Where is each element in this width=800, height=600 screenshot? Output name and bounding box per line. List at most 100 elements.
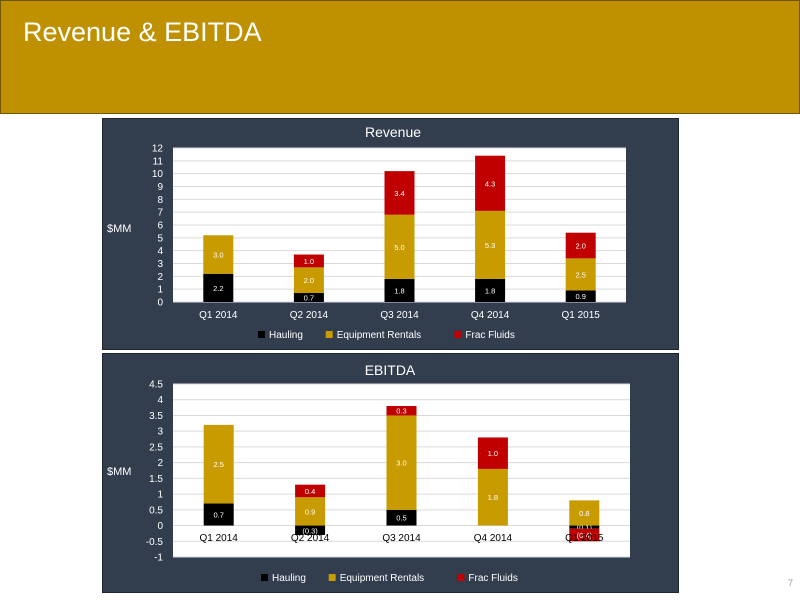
ebitda-data-label-hauling-q1-2015: (0.1) [577, 523, 593, 532]
revenue-y-tick-label: 4 [157, 246, 163, 257]
revenue-bar-frac-fluids-q3-2014 [384, 171, 415, 215]
ebitda-data-label-hauling-q1-2014: 0.7 [213, 511, 223, 520]
ebitda-data-label-frac-fluids-q2-2014: 0.4 [305, 487, 315, 496]
ebitda-bar-hauling-q1-2015 [569, 525, 600, 529]
ebitda-legend-label-hauling: Hauling [272, 573, 306, 584]
revenue-y-axis-label: $MM [107, 223, 131, 235]
revenue-legend-swatch-hauling [258, 331, 265, 338]
revenue-bar-hauling-q4-2014 [475, 278, 506, 302]
revenue-y-tick-label: 12 [152, 144, 164, 155]
revenue-y-tick-label: 1 [157, 285, 163, 296]
ebitda-bar-equipment-rentals-q2-2014 [295, 497, 326, 526]
ebitda-data-label-frac-fluids-q4-2014: 1.0 [488, 449, 498, 458]
ebitda-y-tick-label: -1 [154, 553, 163, 564]
ebitda-y-tick-label: 2 [157, 458, 163, 469]
revenue-bar-equipment-rentals-q1-2014 [203, 235, 234, 274]
ebitda-legend-label-frac-fluids: Frac Fluids [468, 573, 517, 584]
ebitda-bar-equipment-rentals-q4-2014 [477, 468, 508, 526]
page-number: 7 [788, 578, 794, 588]
revenue-bar-frac-fluids-q1-2015 [565, 232, 596, 259]
revenue-data-label-equipment-rentals-q2-2014: 2.0 [304, 276, 314, 285]
ebitda-data-label-equipment-rentals-q2-2014: 0.9 [305, 507, 315, 516]
revenue-x-tick-label: Q2 2014 [290, 310, 329, 321]
revenue-bar-hauling-q2-2014 [293, 293, 324, 302]
revenue-y-tick-label: 3 [157, 259, 163, 270]
ebitda-chart-panel: -1 -0.5 0 0.5 1 1.5 2 2.5 3 3.5 4 4.5 EBITDA $MM 0.7 2.… [102, 353, 679, 593]
ebitda-y-tick-label: 0 [157, 521, 163, 532]
revenue-data-label-equipment-rentals-q1-2015: 2.5 [575, 270, 585, 279]
revenue-data-label-equipment-rentals-q3-2014: 5.0 [394, 243, 404, 252]
ebitda-chart-title: EBITDA [365, 362, 416, 378]
revenue-x-tick-label: Q1 2014 [199, 310, 238, 321]
ebitda-data-label-equipment-rentals-q3-2014: 3.0 [396, 459, 406, 468]
ebitda-x-tick-label: Q4 2014 [474, 533, 513, 544]
ebitda-bar-hauling-q1-2014 [203, 503, 234, 526]
revenue-bar-equipment-rentals-q4-2014 [475, 210, 506, 279]
revenue-data-label-hauling-q1-2014: 2.2 [213, 284, 223, 293]
revenue-data-label-hauling-q2-2014: 0.7 [304, 294, 314, 303]
revenue-data-label-hauling-q3-2014: 1.8 [394, 286, 404, 295]
ebitda-legend-swatch-hauling [261, 574, 268, 581]
ebitda-y-tick-label: 4.5 [149, 380, 163, 391]
ebitda-y-tick-label: 1.5 [149, 474, 163, 485]
revenue-data-label-frac-fluids-q2-2014: 1.0 [304, 257, 314, 266]
ebitda-data-label-equipment-rentals-q1-2014: 2.5 [213, 460, 223, 469]
ebitda-legend-label-equipment-rentals: Equipment Rentals [340, 573, 425, 584]
revenue-legend-label-hauling: Hauling [269, 330, 303, 341]
revenue-x-tick-label: Q4 2014 [471, 310, 510, 321]
ebitda-data-label-equipment-rentals-q4-2014: 1.8 [488, 493, 498, 502]
ebitda-legend-swatch-frac-fluids [457, 574, 465, 581]
ebitda-y-tick-label: 3.5 [149, 411, 163, 422]
ebitda-bar-hauling-q3-2014 [386, 509, 417, 526]
revenue-chart-title: Revenue [365, 124, 421, 140]
revenue-data-label-frac-fluids-q4-2014: 4.3 [485, 179, 495, 188]
ebitda-bar-frac-fluids-q4-2014 [477, 437, 508, 469]
ebitda-x-tick-label: Q2 2014 [291, 533, 330, 544]
revenue-legend-label-equipment-rentals: Equipment Rentals [337, 330, 422, 341]
revenue-y-tick-label: 10 [152, 169, 164, 180]
revenue-bar-hauling-q3-2014 [384, 278, 415, 302]
ebitda-x-tick-label: Q1 2015 [565, 533, 604, 544]
revenue-data-label-hauling-q1-2015: 0.9 [575, 292, 585, 301]
ebitda-y-axis-label: $MM [107, 466, 131, 478]
revenue-y-tick-label: 2 [157, 272, 163, 283]
revenue-bar-frac-fluids-q4-2014 [475, 155, 506, 211]
ebitda-chart: -1 -0.5 0 0.5 1 1.5 2 2.5 3 3.5 4 4.5 EBITDA $MM 0.7 2.… [107, 362, 630, 584]
ebitda-y-tick-label: 2.5 [149, 442, 163, 453]
ebitda-data-label-frac-fluids-q3-2014: 0.3 [396, 407, 406, 416]
revenue-bar-equipment-rentals-q2-2014 [293, 267, 324, 294]
ebitda-bar-frac-fluids-q1-2015 [569, 528, 600, 542]
slide-header: Revenue & EBITDA [0, 0, 800, 114]
revenue-y-tick-label: 8 [157, 195, 163, 206]
ebitda-legend-swatch-equipment-rentals [328, 574, 336, 581]
revenue-x-tick-label: Q3 2014 [380, 310, 419, 321]
ebitda-data-label-frac-fluids-q1-2015: (0.4) [577, 531, 593, 540]
revenue-y-tick-label: 5 [157, 233, 163, 244]
ebitda-y-tick-label: -0.5 [146, 537, 164, 548]
revenue-y-tick-label: 7 [157, 208, 163, 219]
ebitda-bar-equipment-rentals-q1-2014 [203, 424, 234, 504]
revenue-legend-swatch-frac-fluids [454, 331, 462, 338]
revenue-y-tick-label: 11 [153, 156, 164, 167]
ebitda-y-tick-label: 0.5 [149, 505, 163, 516]
ebitda-bar-equipment-rentals-q1-2015 [569, 500, 600, 526]
ebitda-bar-hauling-q2-2014 [295, 525, 326, 535]
ebitda-x-tick-label: Q3 2014 [382, 533, 421, 544]
ebitda-y-tick-label: 4 [157, 395, 163, 406]
revenue-legend-swatch-equipment-rentals [325, 331, 333, 338]
revenue-data-label-frac-fluids-q3-2014: 3.4 [394, 189, 404, 198]
ebitda-bar-frac-fluids-q2-2014 [295, 484, 326, 498]
ebitda-data-label-hauling-q2-2014: (0.3) [302, 526, 318, 535]
revenue-data-label-hauling-q4-2014: 1.8 [485, 286, 495, 295]
revenue-y-tick-label: 6 [157, 221, 163, 232]
revenue-y-tick-label: 0 [157, 298, 163, 309]
ebitda-x-tick-label: Q1 2014 [200, 533, 239, 544]
revenue-data-label-frac-fluids-q1-2015: 2.0 [575, 242, 585, 251]
revenue-bar-hauling-q1-2015 [565, 290, 596, 302]
revenue-bar-equipment-rentals-q3-2014 [384, 214, 415, 279]
revenue-data-label-equipment-rentals-q1-2014: 3.0 [213, 251, 223, 260]
revenue-chart-panel: 0 1 2 3 4 5 6 7 8 9 10 11 12 Revenue $MM 2.2 3.0 Q1 2014 0… [102, 118, 679, 350]
ebitda-bar-frac-fluids-q3-2014 [386, 406, 417, 416]
revenue-bar-frac-fluids-q2-2014 [293, 254, 324, 268]
